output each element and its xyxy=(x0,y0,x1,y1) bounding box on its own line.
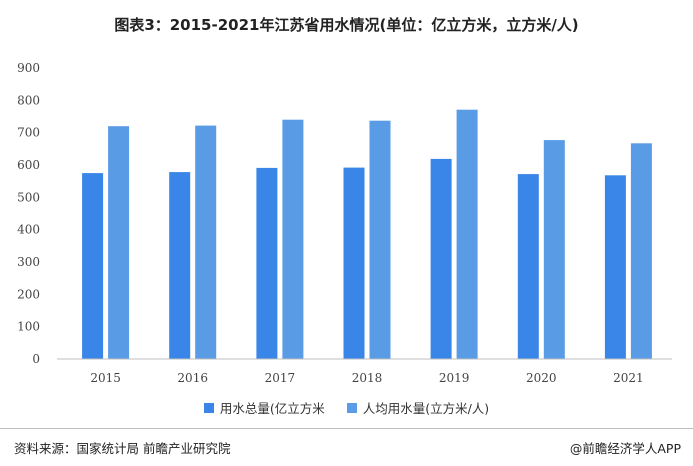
x-tick-label: 2016 xyxy=(177,371,208,385)
legend-swatch-total xyxy=(203,402,214,413)
legend-label-per-capita: 人均用水量(立方米/人) xyxy=(362,401,490,416)
bar-total-2017 xyxy=(256,167,278,359)
chart-title: 图表3：2015-2021年江苏省用水情况(单位：亿立方米，立方米/人) xyxy=(114,16,579,34)
y-tick-label: 500 xyxy=(17,190,40,204)
source-note: 资料来源：国家统计局 前瞻产业研究院 xyxy=(14,441,231,456)
y-tick-label: 700 xyxy=(17,126,40,140)
y-axis-ticks: 0 100 200 300 400 500 600 700 800 900 xyxy=(17,61,40,366)
x-tick-label: 2019 xyxy=(439,371,470,385)
y-tick-label: 900 xyxy=(17,61,40,75)
x-axis-ticks: 2015 2016 2017 2018 2019 2020 2021 xyxy=(90,371,643,385)
bar-per-capita-2020 xyxy=(543,140,565,359)
x-tick-label: 2021 xyxy=(613,371,644,385)
x-tick-label: 2015 xyxy=(90,371,121,385)
bar-per-capita-2015 xyxy=(108,126,130,359)
x-tick-label: 2020 xyxy=(526,371,557,385)
bar-total-2021 xyxy=(604,175,626,359)
bar-total-2019 xyxy=(430,158,452,359)
y-tick-label: 300 xyxy=(17,255,40,269)
y-tick-label: 600 xyxy=(17,158,40,172)
y-tick-label: 0 xyxy=(32,352,40,366)
footer-divider xyxy=(0,428,693,429)
x-tick-label: 2017 xyxy=(265,371,296,385)
publisher-credit: @前瞻经济学人APP xyxy=(569,441,681,456)
legend-item-total: 用水总量(亿立方米 xyxy=(203,398,325,417)
bar-per-capita-2016 xyxy=(195,125,217,359)
bar-total-2016 xyxy=(169,172,191,359)
bar-total-2018 xyxy=(343,167,365,359)
legend-label-total: 用水总量(亿立方米 xyxy=(219,401,325,416)
bar-per-capita-2018 xyxy=(369,120,391,359)
bars-group xyxy=(82,109,652,359)
bar-per-capita-2019 xyxy=(456,109,478,359)
bar-per-capita-2017 xyxy=(282,119,304,359)
legend-item-per-capita: 人均用水量(立方米/人) xyxy=(346,398,490,417)
bar-total-2015 xyxy=(82,173,104,359)
legend: 用水总量(亿立方米 人均用水量(立方米/人) xyxy=(0,398,693,417)
bar-total-2020 xyxy=(517,174,539,359)
x-tick-label: 2018 xyxy=(352,371,383,385)
y-tick-label: 200 xyxy=(17,287,40,301)
y-tick-label: 100 xyxy=(17,320,40,334)
y-tick-label: 400 xyxy=(17,223,40,237)
legend-swatch-per-capita xyxy=(346,402,357,413)
bar-per-capita-2021 xyxy=(630,143,652,359)
y-tick-label: 800 xyxy=(17,93,40,107)
